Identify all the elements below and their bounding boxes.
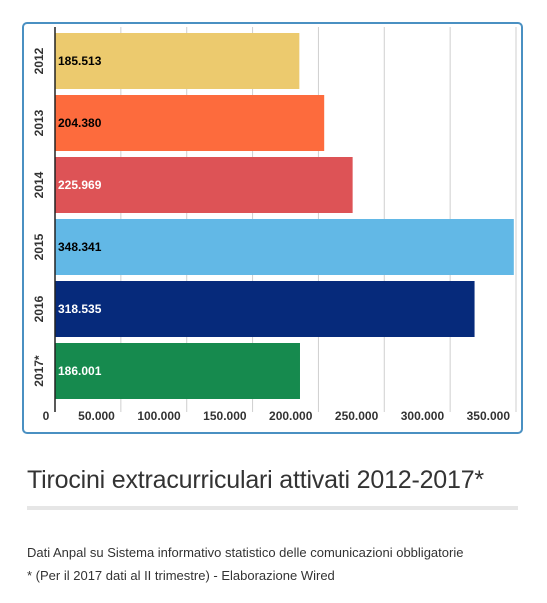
- bar-2012: [55, 33, 300, 89]
- x-tick-label: 350.000: [467, 409, 511, 423]
- title-divider: [27, 506, 518, 510]
- x-tick-label: 200.000: [269, 409, 313, 423]
- bar-2015: [55, 219, 514, 275]
- bar-chart: 185.513 204.380 225.969 348.341 318.535 186.0…: [32, 27, 517, 423]
- bar-2016: [55, 281, 475, 337]
- x-tick-label: 250.000: [335, 409, 379, 423]
- x-tick-label: 300.000: [401, 409, 445, 423]
- y-category-label: 2012: [32, 47, 46, 74]
- bar-2014: [55, 157, 353, 213]
- bar-value-label: 318.535: [58, 302, 102, 316]
- source-note: Dati Anpal su Sistema informativo statis…: [27, 545, 464, 560]
- x-tick-label: 0: [43, 409, 50, 423]
- chart-title: Tirocini extracurriculari attivati 2012-…: [27, 466, 484, 494]
- chart-frame: 185.513 204.380 225.969 348.341 318.535 186.0…: [22, 22, 523, 434]
- footnote: * (Per il 2017 dati al II trimestre) - E…: [27, 568, 335, 583]
- axes: 0 50.000 100.000 150.000 200.000 250.000 300.0…: [32, 27, 510, 423]
- x-tick-label: 150.000: [203, 409, 247, 423]
- bars: 185.513 204.380 225.969 348.341 318.535 186.0…: [55, 33, 514, 399]
- bar-value-label: 186.001: [58, 364, 102, 378]
- bar-value-label: 348.341: [58, 240, 102, 254]
- bar-value-label: 185.513: [58, 54, 102, 68]
- bar-value-label: 204.380: [58, 116, 102, 130]
- x-tick-label: 100.000: [137, 409, 181, 423]
- bar-value-label: 225.969: [58, 178, 102, 192]
- bar-2017: [55, 343, 300, 399]
- y-category-label: 2013: [32, 109, 46, 136]
- bar-2013: [55, 95, 325, 151]
- y-category-label: 2017*: [32, 355, 46, 387]
- y-category-label: 2014: [32, 171, 46, 198]
- y-category-label: 2015: [32, 233, 46, 260]
- y-category-label: 2016: [32, 295, 46, 322]
- x-tick-label: 50.000: [78, 409, 115, 423]
